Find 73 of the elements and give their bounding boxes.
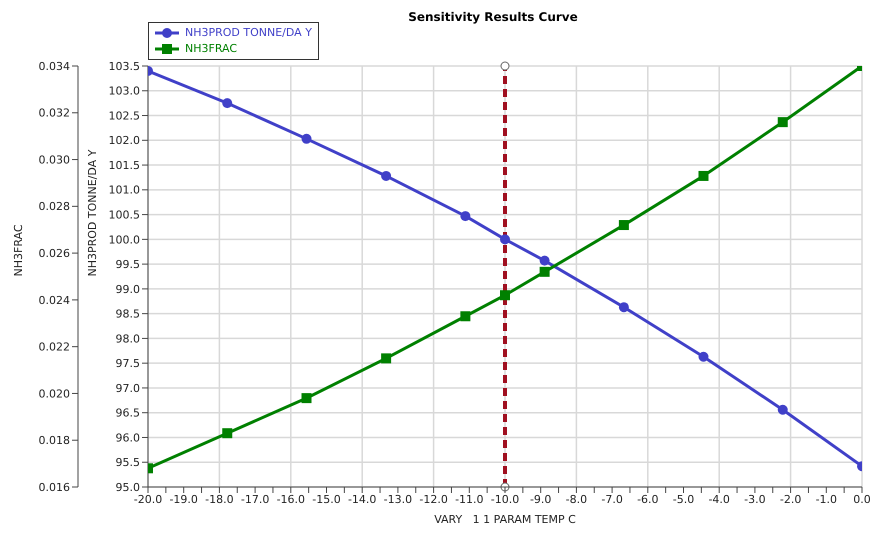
point — [540, 266, 550, 277]
x-tick-label: -1.0 — [816, 492, 838, 506]
y2-tick-label: 0.030 — [38, 153, 70, 166]
y2-axis-title: NH3FRAC — [12, 224, 25, 276]
x-tick-label: -6.0 — [637, 492, 659, 506]
x-tick-label: -10.0 — [490, 492, 520, 506]
point — [302, 393, 312, 404]
x-tick-label: -4.0 — [708, 492, 730, 506]
y2-tick-label: 0.024 — [38, 294, 70, 307]
point — [778, 117, 788, 128]
x-tick-label: -7.0 — [601, 492, 623, 506]
point — [618, 302, 629, 312]
y-tick-label: 100.5 — [108, 208, 140, 222]
legend-label: NH3PROD TONNE/DA Y — [185, 25, 312, 41]
y-tick-label: 96.0 — [116, 431, 140, 444]
x-tick-label: -8.0 — [566, 492, 588, 506]
point — [698, 170, 708, 181]
point — [778, 404, 788, 415]
y2-tick-label: 0.020 — [38, 387, 70, 400]
y-axis-title: NH3PROD TONNE/DA Y — [86, 149, 99, 276]
chart-title: Sensitivity Results Curve — [407, 10, 579, 24]
y-tick-label: 99.0 — [116, 282, 140, 296]
x-tick-label: -17.0 — [240, 492, 270, 506]
point — [618, 220, 629, 230]
x-tick-label: -3.0 — [744, 492, 766, 506]
x-tick-label: -14.0 — [348, 492, 376, 506]
y2-tick-label: 0.032 — [38, 106, 70, 120]
point — [500, 290, 510, 300]
y2-tick-label: 0.034 — [38, 60, 70, 73]
x-tick-label: 0.0 — [853, 492, 870, 506]
y2-tick-label: 0.028 — [38, 200, 70, 214]
x-tick-label: -19.0 — [169, 492, 198, 506]
y-tick-label: 98.5 — [116, 308, 140, 321]
x-tick-label: -12.0 — [419, 492, 448, 506]
y-tick-label: 100.0 — [108, 233, 140, 246]
y-tick-label: 96.5 — [116, 406, 140, 420]
x-tick-label: -16.0 — [276, 492, 306, 506]
y2-tick-label: 0.018 — [38, 434, 70, 448]
x-tick-label: -2.0 — [780, 492, 802, 506]
y-tick-label: 99.5 — [116, 258, 140, 272]
x-tick-label: -20.0 — [134, 492, 162, 506]
point — [698, 352, 708, 362]
point — [222, 98, 232, 108]
y-tick-label: 103.0 — [108, 84, 140, 98]
y-tick-label: 95.0 — [116, 480, 140, 494]
point — [302, 134, 312, 144]
y2-tick-label: 0.016 — [38, 480, 70, 494]
legend-label: NH3FRAC — [185, 41, 238, 57]
y-tick-label: 95.5 — [116, 456, 140, 470]
x-tick-label: -13.0 — [384, 492, 412, 506]
point — [460, 311, 470, 322]
x-tick-label: -9.0 — [530, 492, 552, 506]
x-tick-label: -15.0 — [312, 492, 341, 506]
y-tick-label: 103.5 — [108, 60, 140, 73]
x-tick-label: -5.0 — [672, 492, 694, 506]
y2-tick-label: 0.026 — [38, 247, 70, 260]
y-tick-label: 97.5 — [116, 357, 140, 370]
x-tick-label: -18.0 — [205, 492, 234, 506]
y-tick-label: 101.0 — [108, 184, 140, 197]
x-axis-title: VARY 1 1 PARAM TEMP C — [434, 513, 576, 526]
point — [381, 170, 392, 181]
point — [381, 353, 392, 364]
y-tick-label: 102.0 — [108, 134, 140, 148]
y-tick-label: 97.0 — [116, 382, 140, 395]
y-tick-label: 102.5 — [108, 109, 140, 122]
point — [500, 234, 510, 244]
y-tick-label: 101.5 — [108, 158, 140, 172]
point — [540, 256, 550, 266]
point — [222, 428, 232, 438]
x-tick-label: -11.0 — [455, 492, 484, 506]
y2-tick-label: 0.022 — [38, 340, 70, 354]
point — [460, 211, 470, 222]
y-tick-label: 98.0 — [116, 332, 140, 346]
